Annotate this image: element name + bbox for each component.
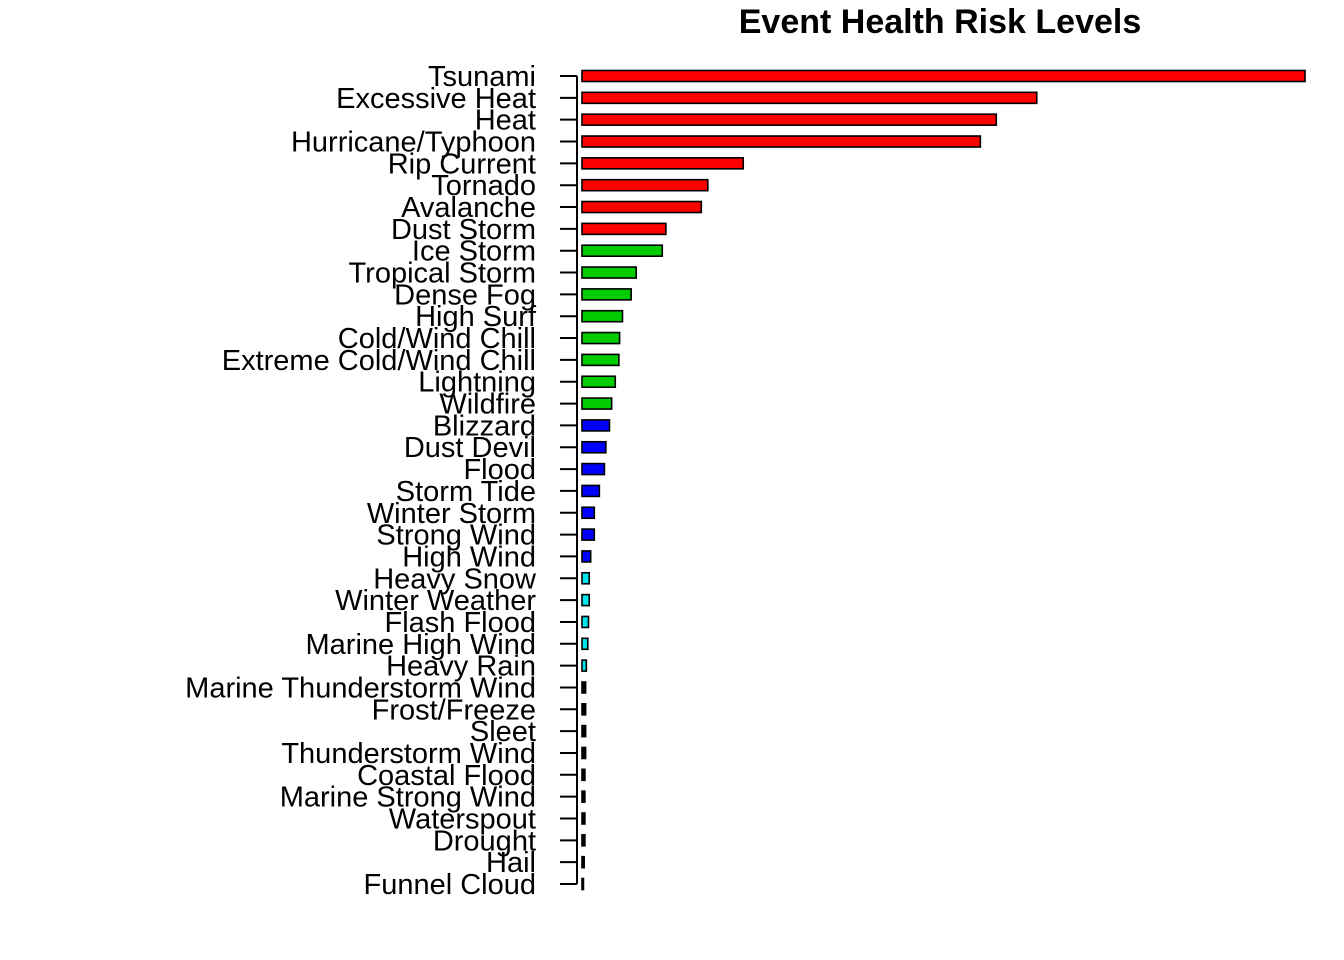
bar-cold-wind-chill [581, 331, 621, 345]
y-tick-label-tornado: Tornado [431, 170, 536, 202]
y-tick-label-marine-strong-wind: Marine Strong Wind [280, 782, 536, 814]
bar-winter-storm [581, 506, 596, 520]
y-tick-label-wildfire: Wildfire [439, 389, 536, 421]
bar-marine-high-wind [581, 637, 589, 651]
y-tick-label-waterspout: Waterspout [389, 803, 536, 835]
y-tick-label-cold-wind-chill: Cold/Wind Chill [338, 323, 536, 355]
y-tick-label-tropical-storm: Tropical Storm [349, 258, 536, 290]
bar-frost-freeze [581, 702, 587, 716]
y-tick-label-heavy-snow: Heavy Snow [373, 563, 537, 595]
y-tick-label-dust-devil: Dust Devil [404, 432, 536, 464]
y-tick-label-drought: Drought [433, 825, 536, 857]
bar-wildfire [581, 397, 613, 410]
y-tick-label-funnel-cloud: Funnel Cloud [364, 869, 537, 901]
bar-extreme-cold-wind-chill [581, 353, 620, 367]
y-tick-label-strong-wind: Strong Wind [376, 520, 536, 552]
bar-dense-fog [581, 288, 632, 301]
y-tick-label-high-surf: High Surf [415, 301, 537, 333]
bar-drought [581, 834, 586, 847]
bar-dust-storm [581, 222, 667, 236]
y-tick-label-excessive-heat: Excessive Heat [336, 83, 536, 115]
bar-high-wind [581, 550, 592, 563]
bar-flash-flood [581, 615, 590, 629]
bar-heavy-snow [581, 571, 591, 585]
bar-winter-weather [581, 593, 591, 607]
bar-storm-tide [581, 484, 601, 498]
y-tick-label-frost-freeze: Frost/Freeze [372, 694, 536, 726]
bar-waterspout [581, 812, 586, 825]
y-tick-label-hail: Hail [486, 847, 536, 879]
bar-excessive-heat [581, 91, 1038, 105]
bar-blizzard [581, 419, 611, 432]
y-tick-label-blizzard: Blizzard [433, 410, 536, 442]
y-tick-label-storm-tide: Storm Tide [396, 476, 536, 508]
bar-funnel-cloud [581, 877, 585, 891]
chart-title: Event Health Risk Levels [739, 3, 1142, 41]
bar-heavy-rain [581, 659, 588, 672]
y-axis-ticks [560, 75, 577, 885]
y-tick-label-winter-storm: Winter Storm [367, 498, 536, 530]
y-tick-label-ice-storm: Ice Storm [412, 236, 536, 268]
y-tick-label-coastal-flood: Coastal Flood [357, 760, 536, 792]
bar-rip-current [581, 157, 745, 170]
bar-series [581, 69, 1306, 891]
y-tick-label-marine-high-wind: Marine High Wind [306, 629, 536, 661]
y-tick-label-avalanche: Avalanche [401, 192, 536, 224]
bar-high-surf [581, 309, 624, 323]
y-tick-label-dust-storm: Dust Storm [391, 214, 536, 246]
y-tick-label-dense-fog: Dense Fog [394, 279, 536, 311]
bar-heat [581, 113, 998, 126]
y-tick-label-rip-current: Rip Current [388, 148, 536, 180]
bar-marine-strong-wind [581, 790, 586, 803]
y-tick-label-tsunami: Tsunami [428, 61, 536, 93]
bar-strong-wind [581, 528, 596, 541]
bar-tornado [581, 178, 709, 192]
bar-hurricane-typhoon [581, 135, 982, 148]
bar-tropical-storm [581, 266, 638, 279]
bar-lightning [581, 375, 617, 389]
y-tick-label-winter-weather: Winter Weather [335, 585, 536, 617]
y-tick-label-hurricane-typhoon: Hurricane/Typhoon [291, 127, 536, 159]
bar-coastal-flood [581, 768, 586, 782]
y-tick-label-heat: Heat [475, 105, 536, 137]
bar-thunderstorm-wind [581, 746, 587, 760]
bar-tsunami [581, 69, 1306, 83]
bar-marine-thunderstorm-wind [581, 681, 587, 694]
y-tick-label-high-wind: High Wind [402, 541, 536, 573]
y-tick-label-flood: Flood [463, 454, 536, 486]
y-tick-label-marine-thunderstorm-wind: Marine Thunderstorm Wind [185, 672, 536, 704]
y-tick-label-heavy-rain: Heavy Rain [386, 651, 536, 683]
bar-avalanche [581, 200, 703, 214]
y-tick-label-extreme-cold-wind-chill: Extreme Cold/Wind Chill [222, 345, 536, 377]
bar-flood [581, 462, 606, 476]
bar-sleet [581, 724, 587, 738]
y-tick-label-sleet: Sleet [470, 716, 536, 748]
bar-ice-storm [581, 244, 664, 258]
bar-dust-devil [581, 440, 607, 454]
y-tick-label-lightning: Lightning [418, 367, 536, 399]
y-tick-label-thunderstorm-wind: Thunderstorm Wind [281, 738, 536, 770]
bar-hail [581, 855, 585, 869]
y-tick-label-flash-flood: Flash Flood [384, 607, 536, 639]
